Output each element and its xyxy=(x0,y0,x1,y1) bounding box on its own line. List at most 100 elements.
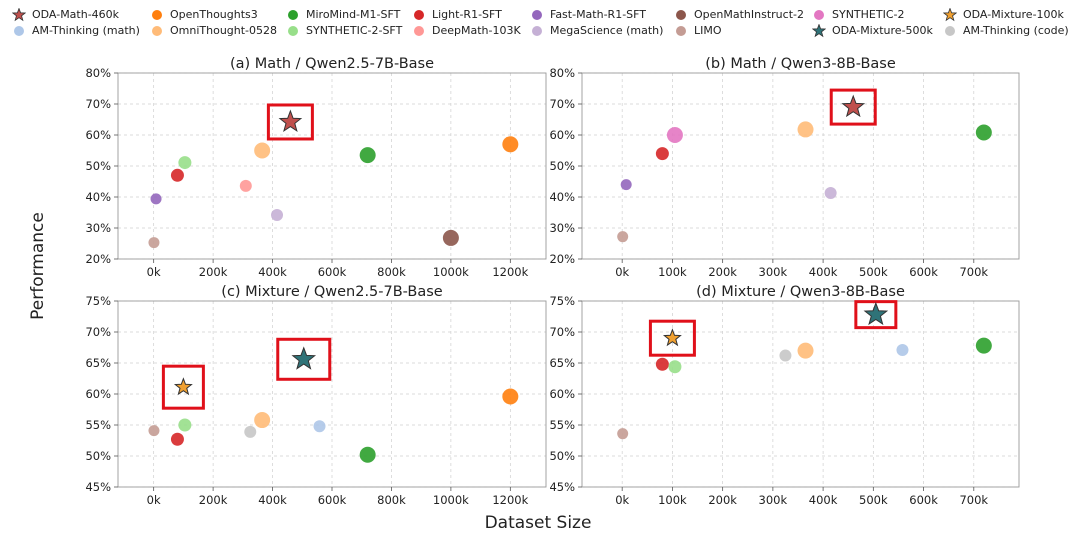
data-point xyxy=(797,342,814,359)
legend-label: Light-R1-SFT xyxy=(432,8,502,21)
y-tick-label: 65% xyxy=(85,356,111,370)
y-tick-label: 65% xyxy=(549,356,575,370)
circle-marker-icon xyxy=(414,26,424,36)
highlight-box xyxy=(266,103,314,141)
panel-title: (d) Mixture / Qwen3-8B-Base xyxy=(696,284,905,300)
y-tick-label: 20% xyxy=(549,252,575,266)
legend-label: ODA-Mixture-500k xyxy=(832,24,933,37)
x-tick-label: 300k xyxy=(759,265,788,279)
data-point xyxy=(244,425,257,438)
circle-marker-icon xyxy=(676,10,686,20)
x-tick-label: 1200k xyxy=(492,493,528,507)
highlight-box xyxy=(854,300,898,330)
data-point xyxy=(254,142,271,159)
data-point xyxy=(666,127,683,143)
data-point xyxy=(150,193,162,205)
data-point xyxy=(178,418,192,432)
legend-label: Fast-Math-R1-SFT xyxy=(550,8,647,21)
chart-panel: 45% 50% 55% 60% 65% 70% 75% 0k 100k 200k 300k 400k 5… xyxy=(549,284,1020,507)
x-tick-label: 500k xyxy=(859,493,888,507)
legend-label: MegaScience (math) xyxy=(550,24,664,37)
y-tick-label: 70% xyxy=(85,97,111,111)
data-point xyxy=(975,124,992,141)
data-point xyxy=(442,229,459,246)
data-point xyxy=(359,147,376,164)
circle-marker-icon xyxy=(288,26,298,36)
data-point-star xyxy=(278,109,303,133)
x-tick-label: 800k xyxy=(377,493,406,507)
x-tick-label: 100k xyxy=(658,265,687,279)
circle-marker-icon xyxy=(532,10,542,20)
x-tick-label: 400k xyxy=(809,265,838,279)
data-point xyxy=(502,388,519,405)
y-tick-label: 55% xyxy=(549,418,575,432)
x-tick-label: 600k xyxy=(909,493,938,507)
legend-label: LIMO xyxy=(694,24,722,37)
data-point-star xyxy=(841,94,866,118)
legend-label: MiroMind-M1-SFT xyxy=(306,8,401,21)
data-point-star xyxy=(662,328,682,347)
legend-label: OpenThoughts3 xyxy=(170,8,258,21)
y-tick-label: 40% xyxy=(85,190,111,204)
y-tick-label: 80% xyxy=(85,66,111,80)
y-tick-label: 70% xyxy=(549,97,575,111)
y-tick-label: 50% xyxy=(549,449,575,463)
x-tick-label: 600k xyxy=(318,265,347,279)
legend-label: OpenMathInstruct-2 xyxy=(694,8,804,21)
chart-panel: 20% 30% 40% 50% 60% 70% 80% 0k 200k 400k 600k 800k 1… xyxy=(85,56,547,279)
x-tick-label: 200k xyxy=(199,265,228,279)
circle-marker-icon xyxy=(288,10,298,20)
highlight-box xyxy=(161,364,205,410)
data-point xyxy=(617,231,629,243)
legend-label: ODA-Mixture-100k xyxy=(963,8,1064,21)
data-point xyxy=(271,208,284,221)
legend-label: DeepMath-103K xyxy=(432,24,521,37)
chart-panel: 45% 50% 55% 60% 65% 70% 75% 0k 200k 400k 600k 800k 1… xyxy=(85,284,547,507)
data-point-star xyxy=(173,377,193,396)
data-point xyxy=(655,147,669,161)
data-point xyxy=(170,432,184,446)
y-tick-label: 50% xyxy=(85,159,111,173)
x-tick-label: 500k xyxy=(859,265,888,279)
x-tick-label: 200k xyxy=(708,265,737,279)
data-point xyxy=(896,343,909,356)
x-tick-label: 400k xyxy=(258,493,287,507)
data-point xyxy=(170,168,184,182)
x-tick-label: 600k xyxy=(318,493,347,507)
y-tick-label: 75% xyxy=(85,294,111,308)
legend-label: AM-Thinking (math) xyxy=(32,24,140,37)
star-marker-icon xyxy=(943,8,957,22)
y-tick-label: 60% xyxy=(85,387,111,401)
y-tick-label: 75% xyxy=(549,294,575,308)
circle-marker-icon xyxy=(152,26,162,36)
x-tick-label: 700k xyxy=(959,493,988,507)
x-tick-label: 0k xyxy=(615,265,629,279)
highlight-box xyxy=(648,319,696,357)
data-point xyxy=(617,428,629,440)
data-point xyxy=(824,186,837,199)
star-marker-icon xyxy=(812,24,826,38)
y-tick-label: 45% xyxy=(549,480,575,494)
highlight-box xyxy=(829,88,877,126)
circle-marker-icon xyxy=(414,10,424,20)
data-point xyxy=(797,121,814,138)
x-tick-label: 1000k xyxy=(433,493,469,507)
y-tick-label: 70% xyxy=(85,325,111,339)
y-tick-label: 30% xyxy=(549,221,575,235)
x-tick-label: 1200k xyxy=(492,265,528,279)
x-tick-label: 0k xyxy=(147,265,161,279)
legend: ODA-Math-460k AM-Thinking (math) OpenTho… xyxy=(0,0,1080,46)
y-tick-label: 40% xyxy=(549,190,575,204)
data-point xyxy=(655,357,669,371)
figure-xlabel: Dataset Size xyxy=(485,513,592,533)
x-tick-label: 200k xyxy=(199,493,228,507)
x-tick-label: 1000k xyxy=(433,265,469,279)
data-point xyxy=(620,179,632,191)
y-tick-label: 50% xyxy=(85,449,111,463)
circle-marker-icon xyxy=(14,26,24,36)
data-point xyxy=(668,360,682,374)
circle-marker-icon xyxy=(676,26,686,36)
data-point xyxy=(148,237,160,249)
x-tick-label: 0k xyxy=(615,493,629,507)
